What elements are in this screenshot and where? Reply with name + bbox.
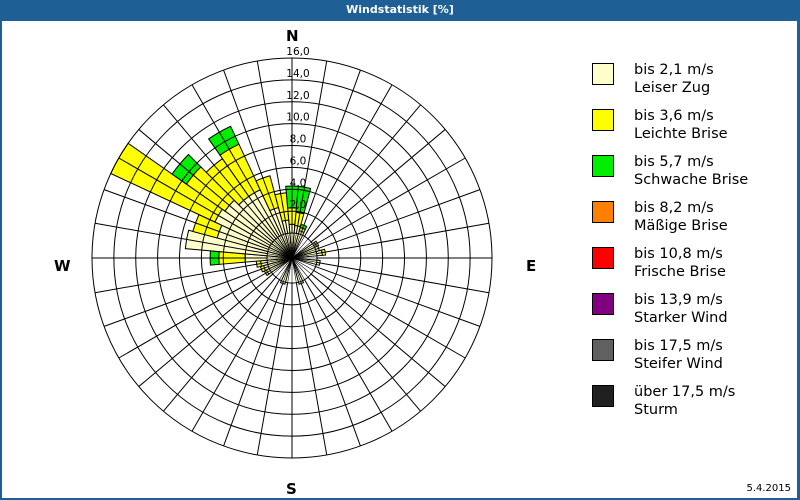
wind-sector <box>295 185 312 215</box>
date-label: 5.4.2015 <box>746 483 791 494</box>
grid-spoke <box>163 104 277 240</box>
compass-south-label: S <box>286 480 297 498</box>
grid-spoke <box>316 261 490 294</box>
legend-speed: bis 3,6 m/s <box>634 108 714 124</box>
wind-rose-chart: 2,0 4,0 6,0 8,0 10,0 12,0 14,0 16,0 <box>91 46 493 459</box>
legend-speed: bis 10,8 m/s <box>634 246 723 262</box>
legend-speed: über 17,5 m/s <box>634 384 736 400</box>
legend-name: Leiser Zug <box>634 80 711 96</box>
legend-swatch <box>592 109 614 131</box>
compass-north-label: N <box>286 27 299 45</box>
radial-tick-label: 6,0 <box>290 155 307 167</box>
grid-spoke <box>118 157 271 246</box>
legend-name: Steifer Wind <box>634 356 723 372</box>
radial-tick-label: 12,0 <box>286 90 309 102</box>
grid-spoke <box>307 276 421 412</box>
grid-spoke <box>223 69 284 235</box>
compass-west-label: W <box>54 257 71 275</box>
grid-spoke <box>163 276 277 412</box>
grid-spoke <box>256 282 289 456</box>
grid-spoke <box>94 222 268 255</box>
grid-spoke <box>138 129 274 243</box>
legend-name: Frische Brise <box>634 264 726 280</box>
grid-spoke <box>300 281 361 447</box>
wind-sector <box>274 192 290 222</box>
compass-east-label: E <box>526 257 537 275</box>
radial-tick-label: 10,0 <box>286 112 309 124</box>
grid-spoke <box>191 279 280 432</box>
grid-spoke <box>94 261 268 294</box>
grid-spoke <box>310 129 446 243</box>
grid-spoke <box>223 281 284 447</box>
legend-name: Mäßige Brise <box>634 218 728 234</box>
grid-spoke <box>315 189 481 250</box>
radial-tick-label: 4,0 <box>290 177 307 189</box>
legend-speed: bis 8,2 m/s <box>634 200 714 216</box>
legend-speed: bis 17,5 m/s <box>634 338 723 354</box>
legend-name: Schwache Brise <box>634 172 749 188</box>
grid-spoke <box>310 273 446 387</box>
legend-swatch <box>592 385 614 407</box>
legend-name: Starker Wind <box>634 310 728 326</box>
grid-spoke <box>191 84 280 237</box>
legend-swatch <box>592 293 614 315</box>
grid-spoke <box>313 270 466 359</box>
legend-swatch <box>592 155 614 177</box>
chart-title: Windstatistik [%] <box>0 0 800 20</box>
legend-speed: bis 5,7 m/s <box>634 154 714 170</box>
radial-tick-label: 2,0 <box>290 199 307 211</box>
grid-spoke <box>313 157 466 246</box>
legend-swatch <box>592 63 614 85</box>
grid-spoke <box>300 69 361 235</box>
grid-spoke <box>295 282 328 456</box>
grid-spoke <box>316 222 490 255</box>
grid-spoke <box>295 60 328 234</box>
radial-tick-label: 8,0 <box>290 134 307 146</box>
legend-name: Sturm <box>634 402 678 418</box>
legend-speed: bis 13,9 m/s <box>634 292 723 308</box>
chart-panel: 2,0 4,0 6,0 8,0 10,0 12,0 14,0 16,0 N E S W bis… <box>1 20 798 499</box>
grid-spoke <box>103 189 269 250</box>
grid-spoke <box>304 84 393 237</box>
radial-tick-label: 16,0 <box>286 46 309 58</box>
radial-tick-label: 14,0 <box>286 68 309 80</box>
grid-spoke <box>304 279 393 432</box>
grid-spoke <box>256 60 289 234</box>
grid-spoke <box>103 266 269 327</box>
legend-swatch <box>592 201 614 223</box>
legend-name: Leichte Brise <box>634 126 728 142</box>
legend-swatch <box>592 247 614 269</box>
grid-spoke <box>315 266 481 327</box>
legend-speed: bis 2,1 m/s <box>634 62 714 78</box>
grid-spoke <box>118 270 271 359</box>
wind-sector <box>255 175 280 212</box>
legend-swatch <box>592 339 614 361</box>
grid-spoke <box>307 104 421 240</box>
grid-spoke <box>138 273 274 387</box>
